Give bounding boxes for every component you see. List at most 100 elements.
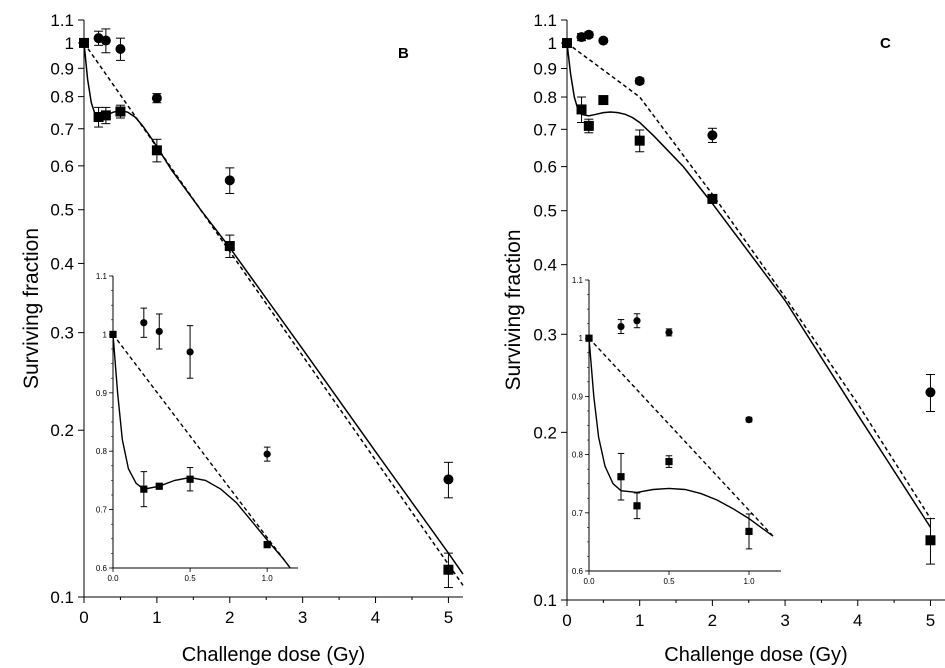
data-circle-point	[925, 387, 936, 398]
y-tick-label: 1	[65, 34, 74, 53]
y-tick-label: 0.7	[533, 120, 557, 139]
data-circle-point	[598, 35, 609, 46]
x-tick-label: 2	[708, 611, 717, 630]
inset-y-tick-label: 0.6	[96, 564, 108, 573]
data-square-point	[79, 37, 89, 48]
inset-square-point	[745, 527, 753, 536]
data-circle-point	[634, 75, 645, 86]
solid-fit-line	[566, 43, 932, 528]
y-tick-label: 0.4	[533, 256, 557, 275]
inset-y-tick-label: 0.7	[572, 509, 584, 518]
inset-y-tick-label: 1	[103, 330, 108, 339]
y-tick-label: 0.1	[533, 591, 557, 610]
data-circle-point	[224, 175, 235, 186]
inset-y-tick-label: 0.7	[96, 506, 108, 515]
x-tick-label: 5	[444, 608, 453, 627]
inset-y-tick-label: 1.1	[572, 276, 584, 285]
data-square-point	[707, 193, 718, 204]
panel-label: C	[880, 35, 891, 52]
y-tick-label: 0.7	[50, 120, 74, 139]
y-tick-label: 0.5	[50, 201, 74, 220]
data-circle-point	[707, 130, 718, 141]
y-tick-label: 0.4	[50, 254, 74, 273]
x-axis-label: Challenge dose (Gy)	[664, 644, 847, 666]
y-tick-label: 0.8	[50, 88, 74, 107]
inset-y-tick-label: 0.8	[572, 451, 584, 460]
inset-square-point	[585, 334, 593, 342]
inset-y-tick-label: 1.1	[96, 272, 108, 281]
data-square-point	[93, 112, 104, 123]
inset-y-tick-label: 0.9	[572, 392, 584, 401]
x-tick-label: 0	[79, 608, 88, 627]
inset-circle-point	[633, 317, 641, 325]
inset-circle-point	[745, 416, 753, 424]
data-square-point	[583, 120, 594, 131]
data-square-point	[151, 145, 162, 156]
inset-dashed-fit-line	[112, 333, 291, 569]
dashed-fit-line	[83, 42, 464, 586]
data-square-point	[598, 95, 609, 106]
inset-chart: 0.6 0.7 0.8 0.9 1 1.1 0.0 0.5 1.0	[572, 276, 781, 586]
inset-circle-point	[617, 322, 625, 331]
y-tick-label: 0.6	[50, 157, 74, 176]
data-square-point	[634, 135, 645, 146]
x-tick-label: 4	[371, 608, 380, 627]
y-tick-label: 0.5	[533, 202, 557, 221]
inset-square-point	[155, 482, 163, 490]
inset-solid-fit-line	[588, 338, 774, 537]
x-tick-label: 1	[635, 611, 644, 630]
x-tick-label: 4	[853, 611, 862, 630]
inset-dashed-fit-line	[588, 337, 774, 537]
y-tick-label: 0.2	[533, 423, 557, 442]
dashed-fit-line	[566, 42, 932, 520]
inset-x-tick-label: 1.0	[743, 577, 755, 586]
inset-circle-point	[186, 348, 194, 356]
inset-square-point	[109, 330, 117, 338]
inset-y-tick-label: 0.9	[96, 389, 108, 398]
inset-y-tick-label: 0.8	[96, 447, 108, 456]
x-tick-label: 0	[562, 611, 571, 630]
x-tick-label: 2	[225, 608, 234, 627]
data-square-point	[562, 38, 572, 49]
data-circle-point	[115, 44, 126, 55]
x-tick-label: 3	[780, 611, 789, 630]
y-axis-label: Surviving fraction	[20, 228, 43, 389]
inset-y-tick-label: 1	[579, 334, 584, 343]
y-tick-label: 0.1	[50, 588, 74, 607]
y-tick-label: 0.9	[50, 59, 74, 78]
panel-label: B	[398, 45, 409, 62]
y-tick-label: 1.1	[533, 11, 557, 30]
data-square-point	[576, 104, 587, 115]
inset-x-tick-label: 0.5	[663, 577, 675, 586]
data-square-point	[443, 564, 454, 575]
inset-x-tick-label: 1.0	[262, 574, 274, 583]
inset-y-tick-label: 0.6	[572, 567, 584, 576]
x-tick-label: 1	[152, 608, 161, 627]
inset-circle-point	[263, 450, 271, 458]
y-tick-label: 0.6	[533, 158, 557, 177]
inset-x-tick-label: 0.0	[107, 574, 119, 583]
inset-solid-fit-line	[112, 334, 291, 569]
data-square-point	[100, 110, 111, 121]
inset-chart: 0.6 0.7 0.8 0.9 1 1.1 0.0 0.5 1.0	[96, 272, 298, 583]
data-circle-point	[443, 474, 454, 485]
panel-b: 0.1 0.2 0.3 0.4 0.5 0.6 0.7 0.8 0.9 1 1.1 0 1 2 3 4 5 Cha…	[20, 11, 464, 666]
data-square-point	[224, 241, 235, 252]
inset-x-tick-label: 0.5	[185, 574, 197, 583]
inset-circle-point	[155, 327, 163, 336]
y-tick-label: 0.2	[50, 421, 74, 440]
data-square-point	[925, 535, 936, 546]
data-circle-point	[100, 35, 111, 46]
y-tick-label: 1.1	[50, 11, 74, 30]
x-tick-label: 5	[926, 611, 935, 630]
y-axis-label: Surviving fraction	[502, 229, 525, 390]
inset-circle-point	[665, 328, 673, 336]
inset-circle-point	[140, 319, 148, 327]
y-tick-label: 0.3	[50, 324, 74, 343]
inset-square-point	[186, 475, 194, 483]
inset-square-point	[263, 541, 271, 549]
x-axis-label: Challenge dose (Gy)	[182, 644, 365, 666]
y-tick-label: 0.3	[533, 325, 557, 344]
inset-square-point	[617, 473, 625, 481]
